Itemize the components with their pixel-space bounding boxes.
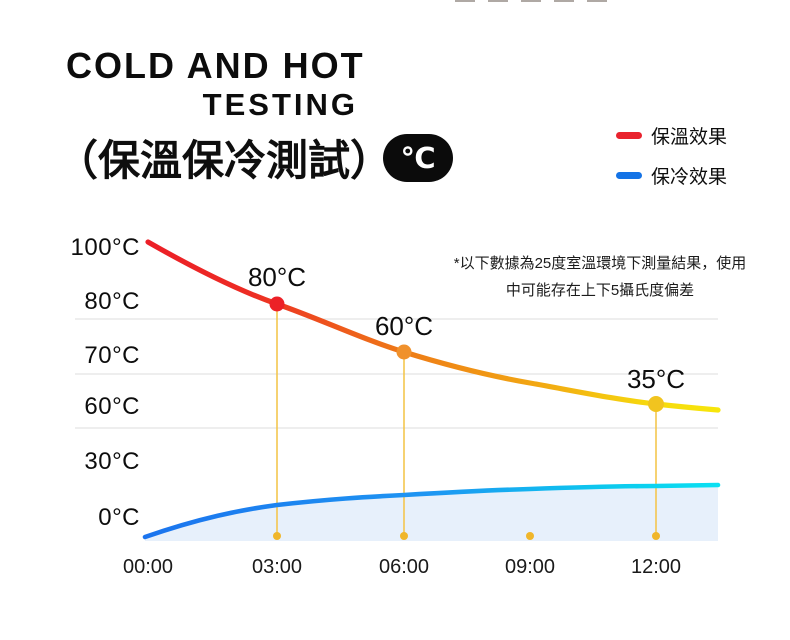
legend-label-heat: 保溫效果	[651, 127, 728, 148]
legend-item-heat: 保溫效果	[616, 122, 727, 149]
chart-legend: 保溫效果 保冷效果	[616, 122, 727, 202]
subtitle-chinese: （保溫保冷測試）	[56, 137, 393, 184]
point-label-80c: 80°C	[247, 262, 307, 292]
x-tick-label-0000: 00:00	[122, 556, 174, 578]
y-tick-label-70: 70°C	[84, 342, 140, 369]
x-tick-label-1200: 12:00	[630, 556, 682, 578]
point-marker-80c	[269, 296, 285, 312]
legend-label-cold: 保冷效果	[651, 167, 728, 188]
y-tick-label-30: 30°C	[84, 448, 140, 475]
gridlines	[75, 318, 718, 429]
legend-item-cold: 保冷效果	[616, 162, 727, 189]
title-line2: TESTING	[202, 87, 358, 122]
heat-series-swatch	[616, 132, 642, 139]
cropped-text-artifact	[455, 0, 620, 2]
point-label-60c: 60°C	[374, 311, 434, 341]
x-tick-label-0600: 06:00	[378, 556, 430, 578]
cold-series-line	[142, 482, 721, 540]
title-line1: COLD AND HOT	[66, 45, 365, 86]
x-tick-label-0900: 09:00	[504, 556, 556, 578]
title-english: COLD AND HOT TESTING	[66, 45, 365, 122]
y-tick-label-0: 0°C	[98, 504, 140, 531]
y-tick-label-60: 60°C	[84, 393, 140, 420]
cold-series-area	[145, 485, 718, 541]
celsius-badge: ℃	[383, 134, 453, 182]
note-line1: *以下數據為25度室溫環境下測量結果，使用	[453, 255, 747, 272]
x-tick-label-0300: 03:00	[251, 556, 303, 578]
measurement-note: *以下數據為25度室溫環境下測量結果，使用 中可能存在上下5攝氏度偏差	[418, 250, 782, 304]
y-tick-label-80: 80°C	[84, 288, 140, 315]
axis-dots	[273, 532, 660, 540]
drop-lines	[276, 306, 657, 534]
y-tick-label-100: 100°C	[70, 234, 140, 261]
point-label-35c: 35°C	[626, 364, 686, 394]
point-marker-35c	[648, 396, 664, 412]
point-marker-60c	[396, 344, 412, 360]
note-line2: 中可能存在上下5攝氏度偏差	[505, 282, 695, 299]
cold-series-swatch	[616, 172, 642, 179]
